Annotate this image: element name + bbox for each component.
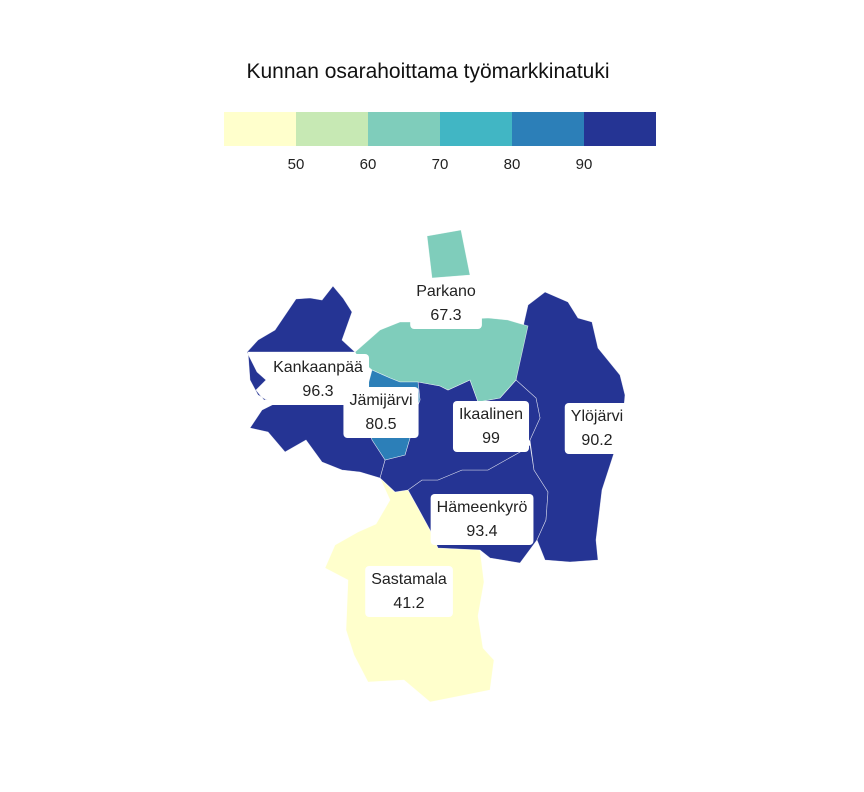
region-value-label: 80.5 [365, 416, 396, 433]
legend-swatch [512, 112, 584, 146]
label-ikaalinen: Ikaalinen 99 [452, 401, 530, 452]
legend-swatch [224, 112, 296, 146]
color-legend: 50 60 70 80 90 [224, 112, 656, 173]
legend-tick-label: 90 [576, 156, 593, 173]
legend-tick-label: 60 [360, 156, 377, 173]
label-jamijarvi: Jämijärvi 80.5 [343, 387, 419, 438]
label-sastamala: Sastamala 41.2 [365, 566, 453, 617]
region-value-label: 96.3 [302, 383, 333, 400]
label-box [343, 387, 419, 438]
region-name-label: Ikaalinen [459, 406, 523, 423]
label-box [365, 566, 453, 617]
region-value-label: 99 [482, 430, 500, 447]
region-name-label: Ylöjärvi [571, 408, 623, 425]
legend-swatch [368, 112, 440, 146]
region-name-label: Jämijärvi [349, 392, 412, 409]
legend-tick-label: 50 [288, 156, 305, 173]
label-hameenkyro: Hämeenkyrö 93.4 [430, 494, 534, 545]
region-labels: Parkano 67.3 Kankaanpää 96.3 Jämijärvi 80.5 Ik… [267, 278, 630, 617]
legend-swatch [296, 112, 368, 146]
region-name-label: Hämeenkyrö [437, 499, 528, 516]
label-box [564, 403, 630, 454]
label-ylojarvi: Ylöjärvi 90.2 [564, 403, 630, 454]
label-kankaanpaa: Kankaanpää 96.3 [267, 354, 370, 405]
region-name-label: Kankaanpää [273, 359, 363, 376]
region-value-label: 93.4 [466, 523, 497, 540]
map-title: Kunnan osarahoittama työmarkkinatuki [246, 60, 609, 83]
label-parkano: Parkano 67.3 [410, 278, 482, 329]
legend-swatch [584, 112, 656, 146]
region-value-label: 90.2 [581, 432, 612, 449]
label-box [410, 278, 482, 329]
region-name-label: Sastamala [371, 571, 447, 588]
region-name-label: Parkano [416, 283, 476, 300]
legend-tick-label: 70 [432, 156, 449, 173]
legend-swatch [440, 112, 512, 146]
region-parkano-north[interactable] [426, 229, 471, 279]
label-box [430, 494, 534, 545]
label-box [452, 401, 530, 452]
legend-tick-label: 80 [504, 156, 521, 173]
region-value-label: 67.3 [430, 307, 461, 324]
region-value-label: 41.2 [393, 595, 424, 612]
